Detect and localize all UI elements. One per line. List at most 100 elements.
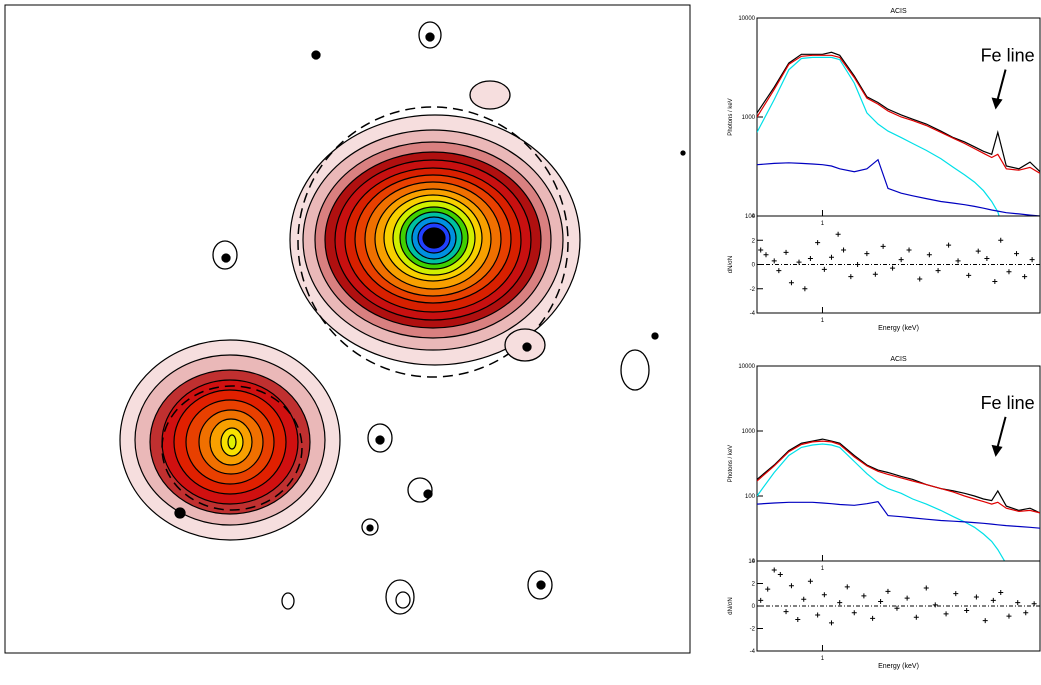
y-tick-label: 2: [752, 582, 756, 588]
residual-point: [953, 591, 959, 597]
residual-point: [973, 594, 979, 600]
y-tick-label: -2: [750, 287, 756, 293]
y-tick-label: 2: [752, 238, 756, 244]
residual-point: [788, 280, 794, 286]
residual-point: [917, 276, 923, 282]
spectrum-line: [757, 438, 1040, 514]
x-tick-label: 1: [821, 566, 825, 572]
y-tick-label: 10000: [738, 16, 755, 22]
residual-point: [913, 614, 919, 620]
residual-point: [765, 586, 771, 592]
residual-point: [966, 272, 972, 278]
y-tick-label: 4: [752, 559, 756, 565]
residual-point: [1006, 613, 1012, 619]
y-axis-label: dN/σN: [728, 256, 734, 273]
x-tick-label: 1: [821, 318, 825, 324]
residual-point: [998, 590, 1004, 595]
residual-point: [926, 252, 932, 258]
residual-point: [946, 242, 952, 248]
residual-point: [815, 240, 821, 246]
residual-point: [932, 602, 938, 608]
residual-point: [815, 612, 821, 618]
y-axis-label: Photons / keV: [728, 445, 734, 482]
residual-point: [880, 243, 886, 249]
residual-point: [828, 254, 834, 260]
residual-point: [795, 617, 801, 622]
residual-point: [992, 278, 998, 284]
residual-point: [841, 247, 847, 253]
residual-point: [783, 609, 789, 615]
residual-point: [964, 608, 970, 613]
y-tick-label: -4: [750, 311, 756, 317]
contour-map: [4, 4, 691, 654]
x-tick-label: 1: [821, 221, 825, 227]
residual-point: [851, 610, 857, 616]
residual-point: [982, 618, 988, 624]
annotation: Fe line: [981, 46, 1035, 66]
y-axis-label: dN/σN: [728, 597, 734, 614]
aperture: [161, 385, 303, 511]
y-tick-label: 1000: [742, 429, 756, 435]
y-tick-label: 4: [752, 214, 756, 220]
spectrum-line: [757, 443, 1006, 561]
residual-point: [864, 251, 870, 257]
y-tick-label: 100: [745, 494, 756, 500]
y-tick-label: 0: [752, 263, 756, 269]
spectrum-line: [757, 500, 1040, 529]
residual-point: [801, 596, 807, 602]
y-tick-label: 100: [745, 214, 756, 220]
arrow-head: [991, 444, 1003, 457]
spectrum-line: [757, 56, 1000, 216]
big-cluster: [289, 114, 581, 366]
y-tick-label: 10: [748, 559, 755, 565]
spectrum-line: [757, 158, 1040, 216]
residual-point: [943, 611, 949, 617]
residual-point: [776, 268, 782, 274]
residual-point: [777, 572, 783, 577]
plot-title: ACIS: [890, 8, 907, 15]
residual-point: [796, 259, 802, 265]
y-axis-label: Photons / keV: [728, 98, 734, 135]
residual-point: [955, 258, 961, 264]
residual-point: [771, 567, 777, 573]
residual-point: [1031, 601, 1037, 607]
residual-point: [821, 592, 827, 598]
y-tick-label: 10000: [738, 364, 755, 370]
aperture: [297, 106, 569, 378]
small-cluster: [119, 339, 341, 541]
y-tick-label: -2: [750, 627, 756, 633]
arrow: [995, 69, 1007, 104]
y-tick-label: 0: [752, 604, 756, 610]
residual-point: [821, 266, 827, 272]
residual-point: [898, 257, 904, 263]
residual-point: [1029, 257, 1035, 263]
spectrum-line: [757, 440, 1040, 514]
residual-point: [1015, 600, 1021, 606]
residual-point: [923, 585, 929, 591]
residual-point: [935, 268, 941, 274]
spectrum-line: [757, 51, 1040, 173]
annotation: Fe line: [981, 393, 1035, 413]
residual-point: [1006, 269, 1012, 275]
residual-point: [828, 620, 834, 626]
arrow: [995, 416, 1007, 452]
x-tick-label: 1: [821, 656, 825, 662]
arrow-head: [991, 97, 1003, 110]
spectrum-line: [757, 54, 1040, 174]
residual-point: [835, 231, 841, 237]
residual-point: [906, 247, 912, 253]
residual-point: [1023, 610, 1029, 616]
residual-point: [758, 597, 764, 603]
residual-point: [848, 274, 854, 280]
residual-point: [870, 615, 876, 621]
y-tick-label: 1000: [742, 115, 756, 121]
residual-point: [1014, 251, 1020, 257]
residual-point: [758, 247, 764, 253]
residual-point: [783, 249, 789, 255]
residual-point: [1022, 274, 1028, 280]
residual-point: [802, 286, 808, 292]
residual-point: [872, 271, 878, 277]
residual-point: [807, 255, 813, 261]
